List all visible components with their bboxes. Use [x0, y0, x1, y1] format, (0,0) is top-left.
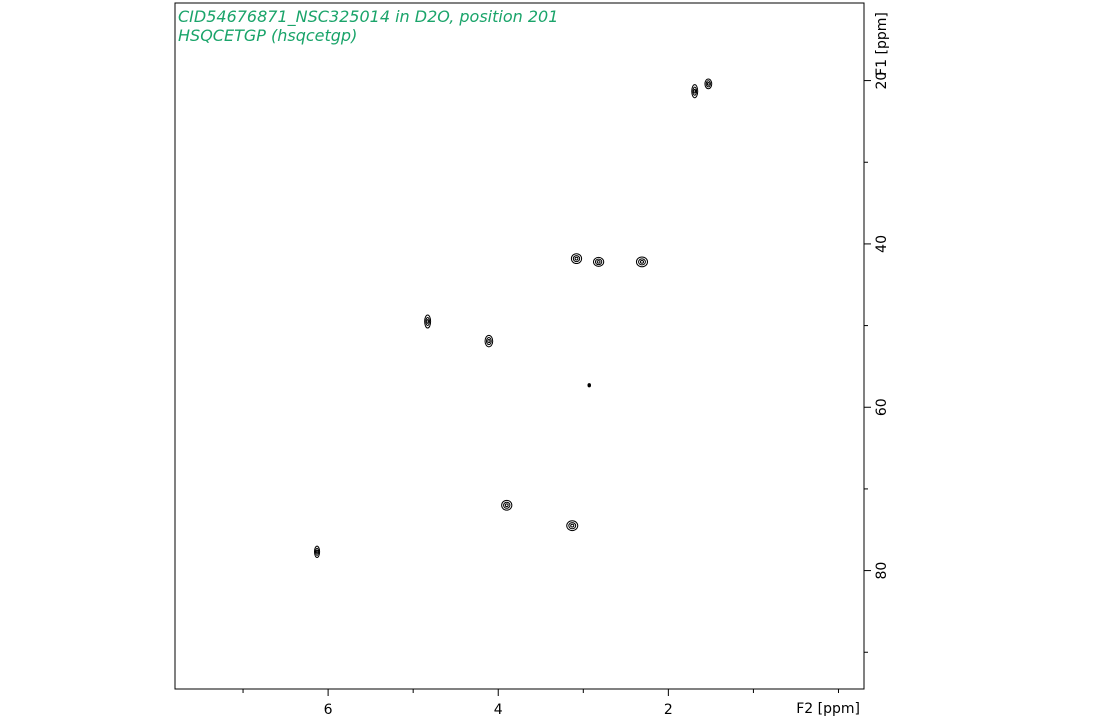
contour-ring	[314, 545, 321, 559]
x-axis-label: F2 [ppm]	[796, 701, 860, 717]
contour-peak-4	[593, 256, 605, 267]
x-axis-ticks: 6 4 2	[242, 689, 839, 718]
contour-peak-1	[691, 84, 699, 99]
contour-ring	[693, 88, 697, 94]
contour-ring	[501, 499, 513, 511]
contour-ring	[487, 338, 491, 344]
plot-frame	[174, 2, 865, 690]
contour-ring	[504, 503, 509, 508]
contour-ring	[572, 255, 581, 263]
contour-peak-10	[566, 520, 579, 532]
contour-ring	[570, 523, 575, 528]
contour-ring	[638, 258, 646, 266]
contour-ring	[692, 86, 698, 96]
y-tick-label: 80	[874, 562, 890, 580]
contour-peak-2	[704, 78, 713, 90]
contour-ring	[635, 256, 649, 268]
y-tick-label: 20	[874, 72, 890, 90]
contour-ring	[593, 256, 605, 267]
contour-peak-11	[314, 545, 321, 559]
contour-peaks	[314, 78, 713, 559]
contour-peak-7	[484, 334, 494, 348]
contour-ring	[704, 78, 713, 90]
contour-ring	[486, 337, 492, 346]
contour-peak-3	[570, 253, 583, 265]
contour-ring	[706, 81, 710, 86]
contour-peak-8	[587, 383, 592, 388]
title-line-2: HSQCETGP (hsqcetgp)	[178, 26, 357, 45]
contour-peak-5	[635, 256, 649, 268]
title-line-1: CID54676871_NSC325014 in D2O, position 2…	[178, 7, 558, 27]
contour-ring	[588, 384, 591, 387]
contour-ring	[424, 314, 432, 329]
contour-ring	[691, 84, 699, 99]
x-tick-label: 6	[324, 702, 333, 718]
contour-ring	[639, 260, 645, 264]
y-axis-label: F1 [ppm]	[874, 12, 890, 76]
y-axis-ticks: 20 40 60 80	[864, 72, 890, 653]
x-tick-label: 2	[664, 702, 673, 718]
contour-ring	[566, 520, 579, 532]
x-tick-label: 4	[494, 702, 503, 718]
contour-ring	[503, 501, 511, 509]
contour-ring	[314, 547, 320, 556]
contour-ring	[426, 319, 429, 324]
contour-ring	[568, 522, 577, 530]
y-tick-label: 40	[874, 235, 890, 253]
y-tick-label: 60	[874, 398, 890, 416]
contour-peak-6	[424, 314, 432, 329]
contour-ring	[594, 258, 603, 266]
contour-peak-9	[501, 499, 513, 511]
contour-ring	[315, 549, 319, 554]
contour-ring	[484, 334, 494, 348]
contour-ring	[425, 316, 430, 327]
contour-ring	[574, 256, 579, 261]
contour-ring	[705, 80, 711, 88]
contour-ring	[570, 253, 583, 265]
contour-ring	[596, 260, 601, 264]
